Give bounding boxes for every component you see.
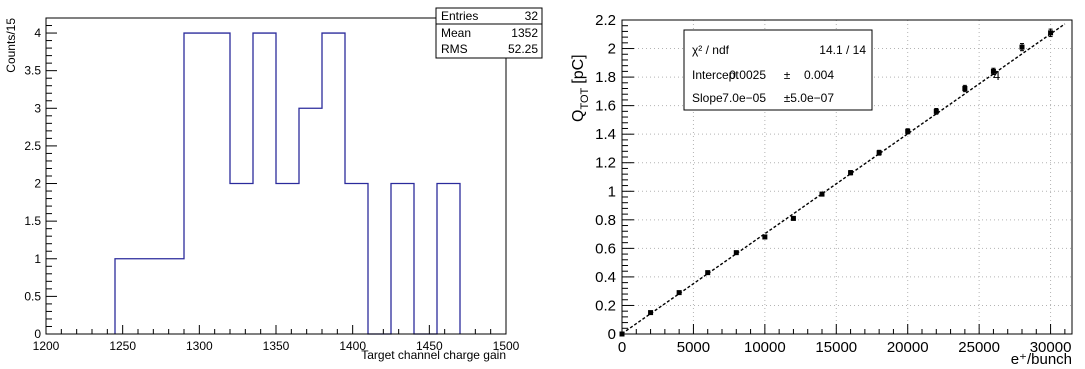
stray-label: 4: [993, 68, 1000, 83]
scatter-frame: [621, 19, 1073, 335]
histogram-xlabel: Target channel charge gain: [361, 348, 506, 362]
scatter-x-tick-label: 20000: [887, 339, 929, 356]
histogram-y-tick-label: 1.5: [24, 214, 41, 228]
scatter-y-tick-label: 1.8: [595, 69, 616, 86]
histogram-x-tick-label: 1200: [33, 339, 60, 353]
data-point: [705, 270, 711, 276]
data-point: [1048, 30, 1054, 36]
scatter-x-tick-label: 0: [618, 339, 626, 356]
scatter-x-tick-label: 30000: [1030, 339, 1072, 356]
fit-slope-value: 7.0e−05: [722, 91, 766, 105]
fit-box: χ² / ndf 14.1 / 14 Intercept 0.0025 ± 0.…: [683, 29, 873, 111]
scatter-y-tick-label: 2: [608, 41, 616, 58]
data-point: [933, 108, 939, 114]
histogram-x-tick-label: 1300: [186, 339, 213, 353]
stats-entries-label: Entries: [441, 9, 478, 23]
fit-chi2-value: 14.1 / 14: [819, 43, 866, 57]
scatter-y-tick-label: 0: [608, 326, 616, 343]
histogram-panel: 1200 1250 1300 1350 1400 1450 1500 0 0.5 1 1.5 2 2.5…: [4, 7, 543, 362]
histogram-y-tick-label: 0: [34, 327, 41, 341]
stats-entries-value: 32: [525, 9, 539, 23]
scatter-panel: 0 5000 10000 15000 20000 25000 30000 0 0.2 0.4 0.6…: [570, 12, 1073, 368]
scatter-x-tick-label: 15000: [815, 339, 857, 356]
stats-rms-label: RMS: [441, 42, 468, 56]
fit-slope-error: 5.0e−07: [790, 91, 834, 105]
scatter-ylabel: QTOT[pC]: [570, 54, 591, 122]
stats-mean-label: Mean: [441, 26, 471, 40]
data-point: [762, 234, 768, 240]
scatter-xlabel: e⁺/bunch: [1011, 351, 1072, 368]
histogram-x-tick-label: 1400: [339, 339, 366, 353]
fit-intercept-error: 0.004: [804, 68, 834, 82]
data-point: [905, 128, 911, 134]
histogram-line: [114, 32, 461, 335]
fit-slope-pm: ±: [784, 91, 791, 105]
histogram-y-tick-label: 2.5: [24, 139, 41, 153]
histogram-y-tick-label: 1: [34, 252, 41, 266]
data-point: [733, 250, 739, 256]
histogram-x-tick-label: 1350: [263, 339, 290, 353]
data-point: [962, 86, 968, 92]
data-point: [848, 170, 854, 176]
fit-chi2-label: χ² / ndf: [692, 43, 730, 57]
stats-rms-value: 52.25: [508, 42, 538, 56]
scatter-x-tick-label: 10000: [744, 339, 786, 356]
scatter-x-tick-label: 25000: [958, 339, 1000, 356]
fit-intercept-value: 0.0025: [729, 68, 766, 82]
fit-line: [621, 23, 1066, 335]
data-point: [790, 215, 796, 221]
scatter-x-tick-label: 5000: [677, 339, 710, 356]
data-point: [648, 310, 654, 316]
histogram-x-tick-label: 1500: [493, 339, 520, 353]
data-point: [819, 191, 825, 197]
scatter-y-tick-label: 1.6: [595, 98, 616, 115]
stats-mean-value: 1352: [511, 26, 538, 40]
histogram-y-tick-label: 3: [34, 101, 41, 115]
stats-box: Entries 32 Mean 1352 RMS 52.25: [435, 7, 543, 59]
scatter-y-tick-label: 1: [608, 183, 616, 200]
histogram-y-tick-label: 4: [34, 26, 41, 40]
data-point: [990, 68, 996, 74]
data-point: [876, 150, 882, 156]
fit-intercept-label: Intercept: [692, 68, 739, 82]
scatter-y-tick-label: 0.4: [595, 269, 616, 286]
histogram-ylabel: Counts/15: [4, 18, 18, 73]
histogram-y-tick-label: 3.5: [24, 64, 41, 78]
scatter-y-tick-label: 2.2: [595, 12, 616, 29]
scatter-y-tick-label: 0.2: [595, 297, 616, 314]
fit-intercept-pm: ±: [784, 68, 791, 82]
scatter-y-tick-label: 0.6: [595, 240, 616, 257]
scatter-y-tick-label: 1.2: [595, 155, 616, 172]
histogram-y-tick-label: 2: [34, 177, 41, 191]
scatter-y-tick-label: 1.4: [595, 126, 616, 143]
histogram-x-tick-label: 1250: [109, 339, 136, 353]
histogram-y-tick-label: 0.5: [24, 289, 41, 303]
histogram-frame: [45, 17, 507, 335]
data-point: [676, 290, 682, 296]
data-point: [1019, 44, 1025, 50]
histogram-x-tick-label: 1450: [416, 339, 443, 353]
svg-text:QTOT[pC]: QTOT[pC]: [570, 54, 591, 122]
fit-slope-label: Slope: [692, 91, 723, 105]
scatter-y-tick-label: 0.8: [595, 212, 616, 229]
